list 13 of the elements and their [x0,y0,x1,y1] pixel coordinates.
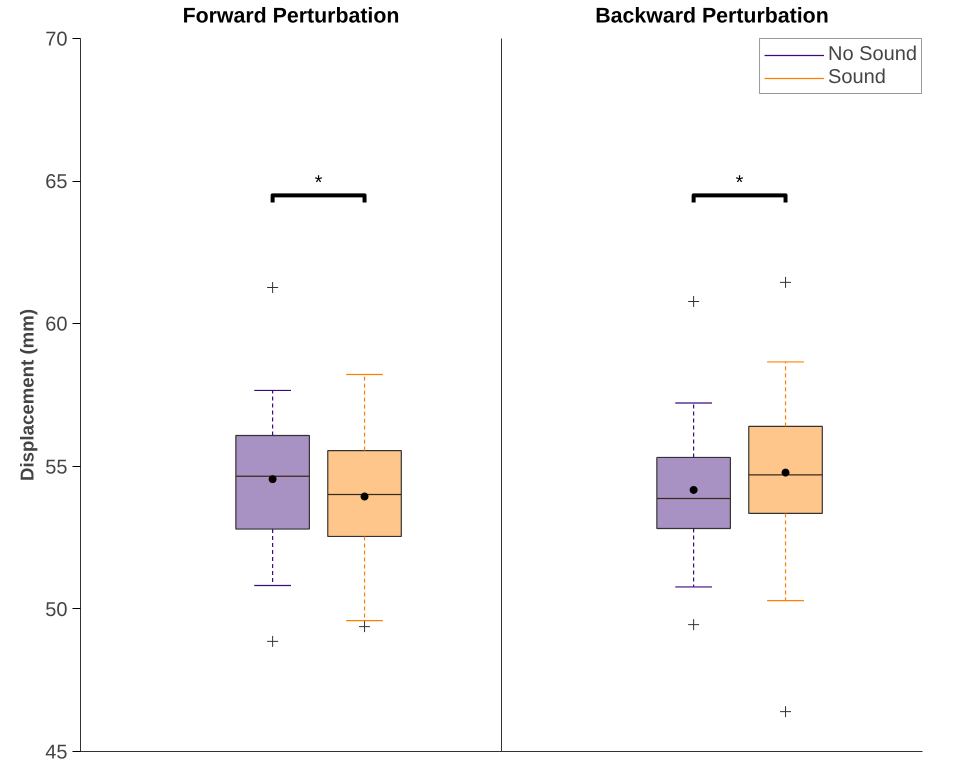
annotation: * [736,172,744,194]
y-tick-label: 50 [45,598,68,621]
y-axis-title: Displacement (mm) [16,308,38,482]
annotation: * [314,172,323,194]
legend-label: No Sound [828,43,917,66]
y-tick-label: 60 [45,314,68,336]
y-tick-label: 45 [45,742,68,764]
legend-label: Sound [828,66,886,89]
y-tick-label: 70 [45,28,68,50]
y-tick-label: 65 [45,171,68,194]
y-tick-label: 55 [45,456,68,478]
x-tick-label: Forward Perturbation [182,4,400,28]
x-tick-label: Backward Perturbation [595,4,829,28]
